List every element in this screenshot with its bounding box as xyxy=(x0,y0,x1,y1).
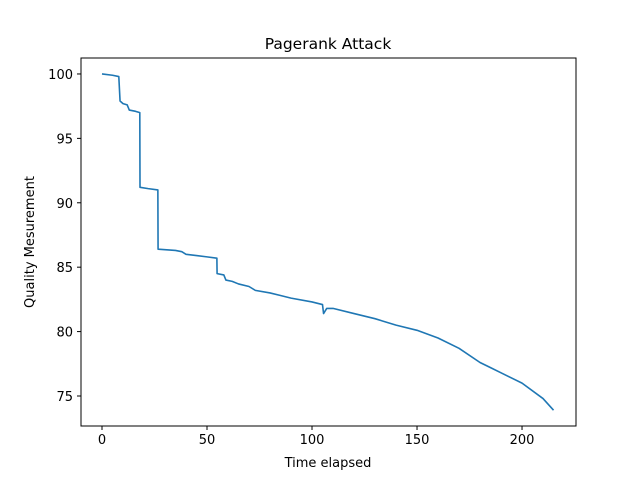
x-tick-label: 50 xyxy=(199,433,216,448)
data-line xyxy=(101,73,555,411)
x-tick-label: 200 xyxy=(510,433,535,448)
chart-title: Pagerank Attack xyxy=(265,35,392,53)
x-axis-label: Time elapsed xyxy=(284,456,372,471)
y-tick-label: 75 xyxy=(56,390,73,405)
y-tick-label: 95 xyxy=(56,132,73,147)
y-tick-label: 80 xyxy=(56,326,73,341)
plot-frame xyxy=(80,57,577,427)
x-tick-label: 100 xyxy=(300,433,325,448)
y-tick-label: 100 xyxy=(48,68,73,83)
y-tick-label: 85 xyxy=(56,261,73,276)
x-tick-label: 150 xyxy=(405,433,430,448)
y-tick-label: 90 xyxy=(56,197,73,212)
y-axis-label: Quality Mesurement xyxy=(23,176,38,308)
x-tick-label: 0 xyxy=(98,433,106,448)
